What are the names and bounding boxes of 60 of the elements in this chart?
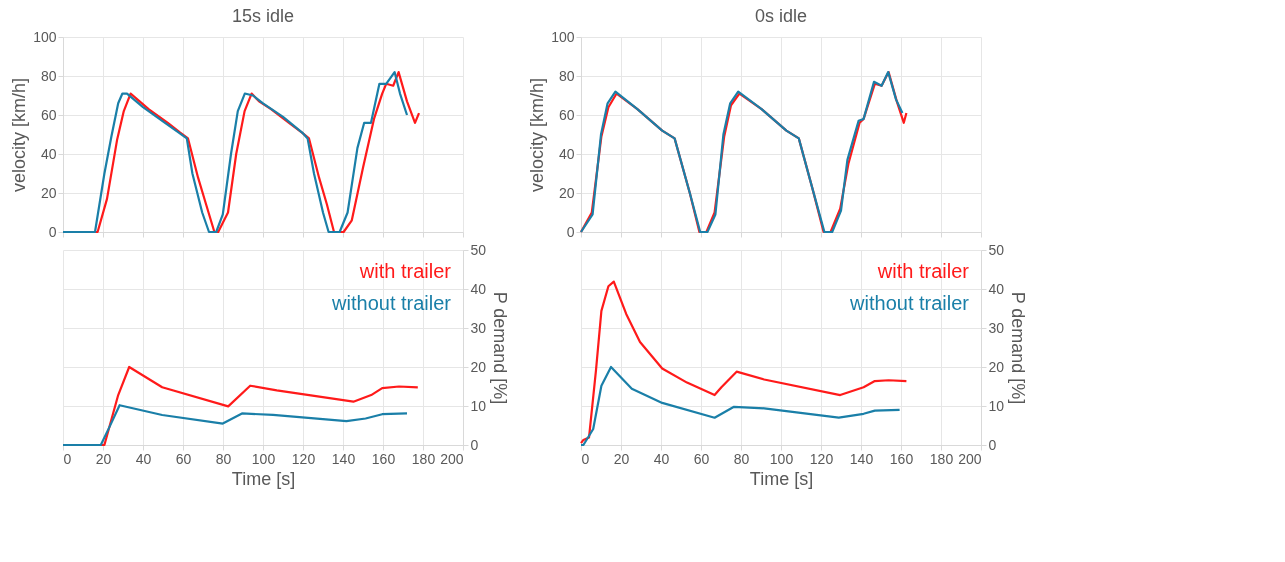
x-tick-label: 140	[331, 450, 356, 467]
y-tick-label: 0	[470, 436, 479, 453]
y-tick-label: 40	[558, 145, 575, 162]
x-tick-label: 20	[613, 450, 630, 467]
y-tick-label: 10	[470, 397, 487, 414]
y-tick-label: 10	[988, 397, 1005, 414]
y-tick-label: 30	[988, 319, 1005, 336]
x-tick-label: 80	[733, 450, 750, 467]
y-tick-label: 40	[988, 280, 1005, 297]
line-series	[579, 365, 901, 447]
y-tick-label: 20	[40, 184, 57, 201]
line-series	[61, 404, 409, 447]
y-axis-title: P demand [%]	[490, 291, 511, 405]
x-tick-label: 140	[849, 450, 874, 467]
y-tick-label: 60	[40, 106, 57, 123]
x-tick-label: 0	[581, 450, 590, 467]
x-tick-label: 20	[95, 450, 112, 467]
text: with trailer	[876, 260, 970, 282]
y-tick-label: 20	[558, 184, 575, 201]
y-tick-label: 30	[470, 319, 487, 336]
y-tick-label: 40	[40, 145, 57, 162]
x-tick-label: 60	[175, 450, 192, 467]
y-axis-title: velocity [km/h]	[9, 77, 30, 193]
y-tick-label: 0	[566, 223, 575, 240]
x-tick-label: 180	[929, 450, 954, 467]
x-tick-label: 200	[440, 450, 464, 467]
x-tick-label: 60	[693, 450, 710, 467]
y-tick-label: 60	[558, 106, 575, 123]
y-tick-label: 20	[988, 358, 1005, 375]
y-tick-label: 20	[470, 358, 487, 375]
x-tick-label: 120	[291, 450, 316, 467]
x-axis-title: Time [s]	[749, 468, 814, 489]
x-tick-label: 0	[63, 450, 72, 467]
x-tick-label: 160	[371, 450, 396, 467]
text: without trailer	[331, 292, 452, 314]
x-axis-title: Time [s]	[231, 468, 296, 489]
y-tick-label: 0	[988, 436, 997, 453]
x-tick-label: 40	[135, 450, 152, 467]
y-tick-label: 80	[558, 67, 575, 84]
x-tick-label: 180	[411, 450, 436, 467]
y-tick-label: 50	[470, 241, 487, 258]
x-tick-label: 100	[769, 450, 794, 467]
y-tick-label: 0	[48, 223, 57, 240]
text: without trailer	[849, 292, 970, 314]
y-axis-title: velocity [km/h]	[527, 77, 548, 193]
chart-title: 15s idle	[231, 6, 295, 26]
text: with trailer	[358, 260, 452, 282]
y-tick-label: 40	[470, 280, 487, 297]
x-tick-label: 200	[958, 450, 982, 467]
x-tick-label: 40	[653, 450, 670, 467]
x-tick-label: 160	[889, 450, 914, 467]
y-tick-label: 100	[551, 28, 575, 45]
y-tick-label: 100	[33, 28, 57, 45]
x-tick-label: 120	[809, 450, 834, 467]
y-axis-title: P demand [%]	[1008, 291, 1029, 405]
y-tick-label: 50	[988, 241, 1005, 258]
x-tick-label: 80	[215, 450, 232, 467]
x-tick-label: 100	[251, 450, 276, 467]
chart-title: 0s idle	[754, 6, 808, 26]
y-tick-label: 80	[40, 67, 57, 84]
